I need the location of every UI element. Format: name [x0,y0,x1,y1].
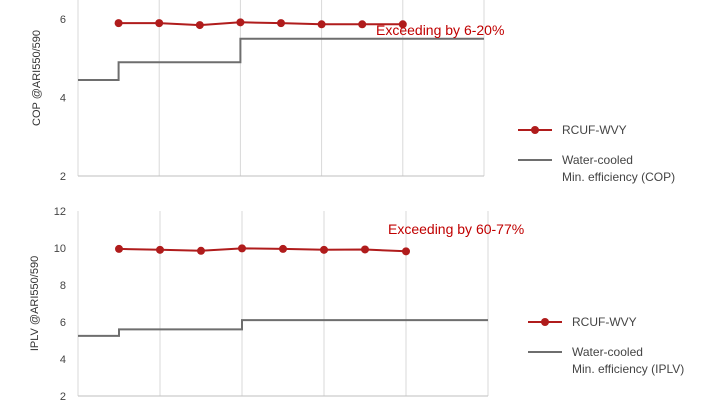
series-line-min-efficiency [78,319,488,337]
data-point-rcuf-wvy [155,19,164,28]
data-point-rcuf-wvy [114,19,123,28]
data-point-rcuf-wvy [195,21,204,30]
annotation-text: Exceeding by 6-20% [376,22,504,38]
data-point-rcuf-wvy [402,247,410,256]
data-point-rcuf-wvy [277,19,285,28]
legend-label: RCUF-WVY [572,315,637,329]
data-point-rcuf-wvy [317,20,326,29]
y-tick-label: 6 [60,317,66,329]
legend-label: RCUF-WVY [562,123,627,137]
chart-panel-1: 2 4 6 COP @ARI550/590 Exceeding by 6-20% RCUF… [31,0,675,184]
data-point-rcuf-wvy [358,20,367,29]
legend-label: Water-cooled [572,345,643,359]
legend-label: Min. efficiency (IPLV) [572,362,684,376]
data-point-rcuf-wvy [156,245,164,254]
series-line-rcuf-wvy [118,247,407,253]
legend-label: Water-cooled [562,153,633,167]
data-point-rcuf-wvy [236,18,245,27]
annotation-text: Exceeding by 60-77% [388,221,524,237]
y-axis-title: IPLV @ARI550/590 [29,256,41,351]
chart-panel-2: 2 4 6 8 10 12 IPLV @ARI550/590 Exceeding by 60-… [29,206,684,403]
legend-swatch-marker [531,126,539,134]
y-tick-label: 2 [60,391,66,403]
data-point-rcuf-wvy [320,245,328,254]
data-point-rcuf-wvy [115,244,123,253]
y-axis-title: COP @ARI550/590 [31,30,43,126]
y-tick-label: 10 [54,243,66,255]
y-tick-label: 4 [60,354,66,366]
series-line-min-efficiency [78,37,484,81]
y-tick-label: 12 [54,206,66,218]
data-point-rcuf-wvy [197,246,205,255]
data-point-rcuf-wvy [238,244,246,253]
data-point-rcuf-wvy [398,20,407,29]
data-point-rcuf-wvy [361,245,369,254]
legend-label: Min. efficiency (COP) [562,170,675,184]
y-tick-label: 2 [60,171,66,183]
y-tick-label: 4 [60,93,66,105]
legend-swatch-marker [541,318,549,326]
data-point-rcuf-wvy [279,244,287,253]
y-tick-label: 8 [60,280,66,292]
series-line-rcuf-wvy [118,21,403,27]
y-tick-label: 6 [60,14,66,26]
